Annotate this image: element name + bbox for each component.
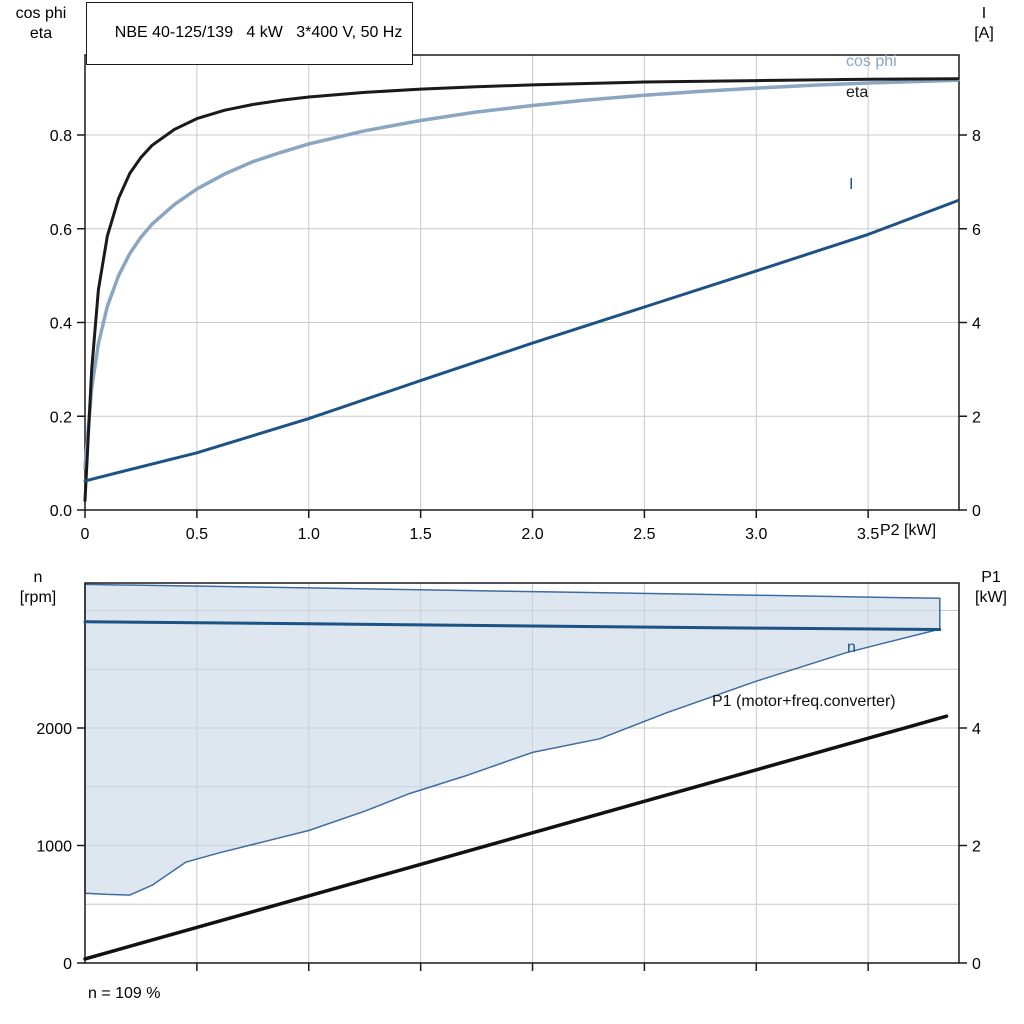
y-axis-unit-rpm: [rpm] <box>19 589 57 606</box>
svg-text:0: 0 <box>63 956 72 973</box>
svg-text:2.5: 2.5 <box>633 526 655 543</box>
series-p1-motor-freq-converter- <box>83 714 949 961</box>
curve-label-cos-phi: cos phi <box>846 53 897 70</box>
svg-text:6: 6 <box>972 222 981 239</box>
svg-text:1.5: 1.5 <box>410 526 432 543</box>
x-axis-label: P2 [kW] <box>880 522 937 539</box>
series-i <box>83 199 960 483</box>
y-axis-label-cosphi: cos phi <box>15 5 67 22</box>
curve-label-speed: n <box>847 639 856 656</box>
svg-text:2: 2 <box>972 409 981 426</box>
speed-operating-range <box>84 583 941 896</box>
y-axis-label-eta: eta <box>29 25 53 42</box>
series-n <box>83 620 942 631</box>
svg-text:0.5: 0.5 <box>186 526 208 543</box>
svg-text:3.0: 3.0 <box>745 526 767 543</box>
y-axis-label-speed: n <box>33 569 43 586</box>
y-axis-label-current: I <box>981 5 987 22</box>
y-axis-label-right-top: I [A] <box>958 4 1010 44</box>
chart-title-box: NBE 40-125/139 4 kW 3*400 V, 50 Hz <box>86 2 414 65</box>
top-plot-frame <box>84 54 960 511</box>
curve-label-p1: P1 (motor+freq.converter) <box>712 693 896 710</box>
svg-text:2.0: 2.0 <box>521 526 543 543</box>
series-cos-phi <box>83 78 960 470</box>
chart-title: NBE 40-125/139 4 kW 3*400 V, 50 Hz <box>114 24 403 41</box>
svg-text:1000: 1000 <box>36 838 72 855</box>
svg-text:2: 2 <box>972 838 981 855</box>
y-axis-label-left-bottom: n [rpm] <box>0 568 76 608</box>
y-axis-label-left-top: cos phi eta <box>2 4 80 44</box>
svg-text:0: 0 <box>972 503 981 520</box>
y-axis-label-p1: P1 <box>981 569 1001 586</box>
bottom-plot-frame <box>84 582 960 964</box>
svg-text:2000: 2000 <box>36 721 72 738</box>
svg-text:4: 4 <box>972 721 981 738</box>
svg-text:0.2: 0.2 <box>50 409 72 426</box>
svg-text:0.4: 0.4 <box>50 316 72 333</box>
svg-text:8: 8 <box>972 128 981 145</box>
svg-text:0: 0 <box>81 526 90 543</box>
svg-text:3.5: 3.5 <box>857 526 879 543</box>
y-axis-unit-ampere: [A] <box>974 25 994 42</box>
curve-label-current: I <box>849 176 854 193</box>
y-axis-label-right-bottom: P1 [kW] <box>962 568 1020 608</box>
svg-text:0: 0 <box>972 956 981 973</box>
svg-text:0.0: 0.0 <box>50 503 72 520</box>
series-eta <box>83 77 960 503</box>
curve-label-eta: eta <box>846 84 869 101</box>
speed-percentage-note: n = 109 % <box>88 985 161 1002</box>
svg-text:4: 4 <box>972 316 981 333</box>
y-axis-unit-kw: [kW] <box>975 589 1007 606</box>
svg-text:1.0: 1.0 <box>298 526 320 543</box>
svg-text:0.8: 0.8 <box>50 128 72 145</box>
svg-text:0.6: 0.6 <box>50 222 72 239</box>
